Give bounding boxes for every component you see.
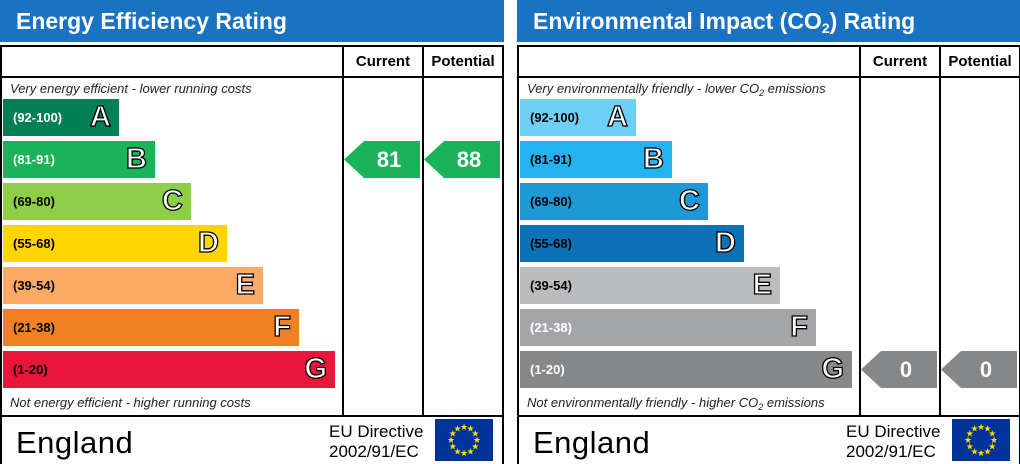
band-b: (81-91) B (3, 141, 155, 178)
eu-star-icon: ★ (466, 424, 474, 434)
eu-star-icon: ★ (988, 442, 996, 452)
eu-star-icon: ★ (966, 429, 974, 439)
band-range-label: (69-80) (13, 194, 55, 209)
eu-flag-icon: ★ ★ ★ ★ ★ ★ ★ ★ ★ ★ ★ ★ (952, 419, 1010, 461)
panel-title: Energy Efficiency Rating (0, 0, 504, 42)
band-b: (81-91) B (520, 141, 672, 178)
band-range-label: (1-20) (13, 362, 48, 377)
eu-star-icon: ★ (471, 442, 479, 452)
eu-star-icon: ★ (447, 435, 455, 445)
band-letter-label: B (125, 142, 147, 175)
band-range-label: (92-100) (13, 110, 63, 125)
eu-star-icon: ★ (471, 429, 479, 439)
energy-efficiency-panel: Energy Efficiency Rating Current Potenti… (0, 0, 504, 464)
band-c: (69-80) C (3, 183, 191, 220)
band-range-label: (55-68) (13, 236, 55, 251)
band-letter-label: C (161, 184, 183, 217)
potential-rating-arrow: 0 (941, 351, 1017, 388)
directive-line-1: EU Directive (846, 422, 941, 441)
band-letter-label: F (273, 310, 292, 343)
band-letter-label: A (89, 100, 111, 133)
country-label: England (16, 425, 134, 460)
eu-star-icon: ★ (983, 424, 991, 434)
current-rating-arrow: 0 (861, 351, 937, 388)
band-a: (92-100) A (520, 99, 636, 136)
eu-stars-icon: ★★★★★★★★★★★★ (447, 422, 481, 458)
eu-star-icon: ★ (460, 448, 468, 458)
column-header-current: Current (872, 53, 928, 70)
eu-star-icon: ★ (970, 446, 978, 456)
column-header-potential: Potential (948, 53, 1012, 70)
panel-title: Environmental Impact (CO2) Rating (517, 0, 1020, 42)
eu-directive: EU Directive 2002/91/EC (846, 422, 940, 462)
rating-table: Current Potential Very environmentally f… (517, 45, 1020, 464)
band-f: (21-38) F (3, 309, 299, 346)
eu-star-icon: ★ (453, 446, 461, 456)
band-range-label: (92-100) (530, 110, 580, 125)
band-range-label: (1-20) (530, 362, 565, 377)
band-c: (69-80) C (520, 183, 708, 220)
band-d: (55-68) D (520, 225, 744, 262)
environmental-impact-panel: Environmental Impact (CO2) Rating Curren… (517, 0, 1020, 464)
eu-flag-icon: ★ ★ ★ ★ ★ ★ ★ ★ ★ ★ ★ ★ (435, 419, 493, 461)
band-range-label: (21-38) (13, 320, 55, 335)
eu-star-icon: ★ (453, 424, 461, 434)
band-range-label: (21-38) (530, 320, 572, 335)
band-letter-label: G (821, 352, 845, 385)
eu-star-icon: ★ (983, 446, 991, 456)
eu-star-icon: ★ (964, 435, 972, 445)
eu-star-icon: ★ (977, 448, 985, 458)
band-f: (21-38) F (520, 309, 816, 346)
eu-star-icon: ★ (473, 435, 481, 445)
band-g: (1-20) G (520, 351, 852, 388)
current-rating-arrow: 81 (344, 141, 420, 178)
eu-star-icon: ★ (466, 446, 474, 456)
country-label: England (533, 425, 651, 460)
top-note: Very energy efficient - lower running co… (10, 81, 252, 96)
band-g: (1-20) G (3, 351, 335, 388)
band-letter-label: D (714, 226, 736, 259)
band-range-label: (81-91) (530, 152, 572, 167)
directive-line-2: 2002/91/EC (846, 442, 936, 461)
band-d: (55-68) D (3, 225, 227, 262)
band-e: (39-54) E (520, 267, 780, 304)
eu-stars-icon: ★★★★★★★★★★★★ (964, 422, 998, 458)
top-note: Very environmentally friendly - lower CO… (527, 81, 826, 98)
eu-star-icon: ★ (990, 435, 998, 445)
eu-star-icon: ★ (977, 422, 985, 432)
column-header-potential: Potential (431, 53, 495, 70)
eu-directive: EU Directive 2002/91/EC (329, 422, 423, 462)
eu-star-icon: ★ (966, 442, 974, 452)
band-letter-label: A (606, 100, 628, 133)
band-letter-label: E (235, 268, 256, 301)
eu-star-icon: ★ (970, 424, 978, 434)
eu-star-icon: ★ (988, 429, 996, 439)
band-letter-label: D (197, 226, 219, 259)
directive-line-2: 2002/91/EC (329, 442, 419, 461)
band-letter-label: F (790, 310, 809, 343)
band-letter-label: G (304, 352, 328, 385)
eu-star-icon: ★ (449, 442, 457, 452)
bottom-note: Not environmentally friendly - higher CO… (527, 395, 825, 412)
band-letter-label: C (678, 184, 700, 217)
band-range-label: (81-91) (13, 152, 55, 167)
eu-star-icon: ★ (449, 429, 457, 439)
rating-table: Current Potential Very energy efficient … (0, 45, 504, 464)
column-header-current: Current (355, 53, 411, 70)
directive-line-1: EU Directive (329, 422, 424, 441)
band-range-label: (39-54) (530, 278, 572, 293)
band-letter-label: B (642, 142, 664, 175)
band-e: (39-54) E (3, 267, 263, 304)
band-a: (92-100) A (3, 99, 119, 136)
bottom-note: Not energy efficient - higher running co… (10, 395, 251, 410)
eu-star-icon: ★ (460, 422, 468, 432)
band-range-label: (69-80) (530, 194, 572, 209)
band-range-label: (55-68) (530, 236, 572, 251)
potential-rating-arrow: 88 (424, 141, 500, 178)
band-range-label: (39-54) (13, 278, 55, 293)
band-letter-label: E (752, 268, 773, 301)
